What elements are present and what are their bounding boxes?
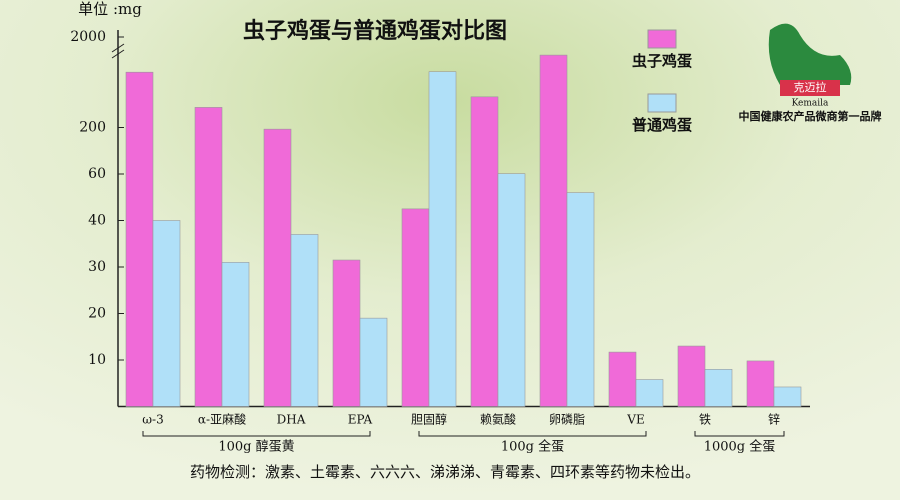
x-tick-label: ω-3 xyxy=(142,413,163,427)
axis-break xyxy=(111,43,125,59)
bar xyxy=(608,351,637,407)
bar xyxy=(773,386,802,407)
bar xyxy=(194,107,223,407)
bar xyxy=(401,208,430,407)
y-tick-label: 40 xyxy=(88,213,106,229)
x-tick-label: EPA xyxy=(348,413,373,427)
y-tick-label: 2000 xyxy=(70,29,106,45)
bar xyxy=(746,360,775,407)
bar xyxy=(635,379,664,407)
legend-label: 虫子鸡蛋 xyxy=(632,52,692,70)
bar xyxy=(704,368,733,407)
bar xyxy=(152,220,181,407)
bar xyxy=(497,173,526,407)
group-bracket xyxy=(142,431,371,437)
bar xyxy=(539,54,568,407)
bar xyxy=(125,71,154,407)
logo-shape xyxy=(768,23,852,86)
brand-latin: Kemaila xyxy=(792,99,829,109)
x-tick-label: DHA xyxy=(277,413,306,427)
x-tick-label: 卵磷脂 xyxy=(549,412,585,427)
group-label: 100g 全蛋 xyxy=(501,439,564,455)
y-axis-label: 单位 :mg xyxy=(78,0,142,18)
y-tick-label: 10 xyxy=(88,352,106,368)
legend-swatch xyxy=(647,93,677,113)
bar xyxy=(428,71,457,407)
y-tick-label: 200 xyxy=(79,120,106,136)
footnote: 药物检测：激素、土霉素、六六六、涕涕涕、青霉素、四环素等药物未检出。 xyxy=(190,463,700,481)
brand-name: 克迈拉 xyxy=(794,80,827,94)
group-label: 100g 醇蛋黄 xyxy=(218,439,294,455)
bar xyxy=(332,259,361,407)
x-tick-label: 胆固醇 xyxy=(411,412,447,427)
y-tick-label: 20 xyxy=(88,306,106,322)
x-tick-label: α-亚麻酸 xyxy=(198,412,246,427)
x-tick-label: 赖氨酸 xyxy=(480,412,516,427)
y-tick-label: 60 xyxy=(88,166,106,182)
y-tick-label: 30 xyxy=(88,259,106,275)
group-bracket xyxy=(694,431,785,437)
logo-band xyxy=(780,80,840,96)
x-tick-label: 锌 xyxy=(768,413,780,427)
bar xyxy=(566,192,595,407)
x-tick-label: VE xyxy=(626,413,644,427)
brand-logo xyxy=(768,23,852,96)
group-bracket xyxy=(418,431,647,437)
legend-label: 普通鸡蛋 xyxy=(632,116,692,134)
legend-swatch xyxy=(647,29,677,49)
brand-slogan: 中国健康农产品微商第一品牌 xyxy=(739,109,882,123)
group-label: 1000g 全蛋 xyxy=(704,439,776,455)
chart-title: 虫子鸡蛋与普通鸡蛋对比图 xyxy=(243,18,507,44)
bar xyxy=(263,128,292,407)
bar xyxy=(359,317,388,407)
bar xyxy=(677,345,706,407)
bar xyxy=(470,96,499,407)
bar xyxy=(221,262,250,407)
x-tick-label: 铁 xyxy=(699,413,711,427)
bar xyxy=(290,234,319,407)
